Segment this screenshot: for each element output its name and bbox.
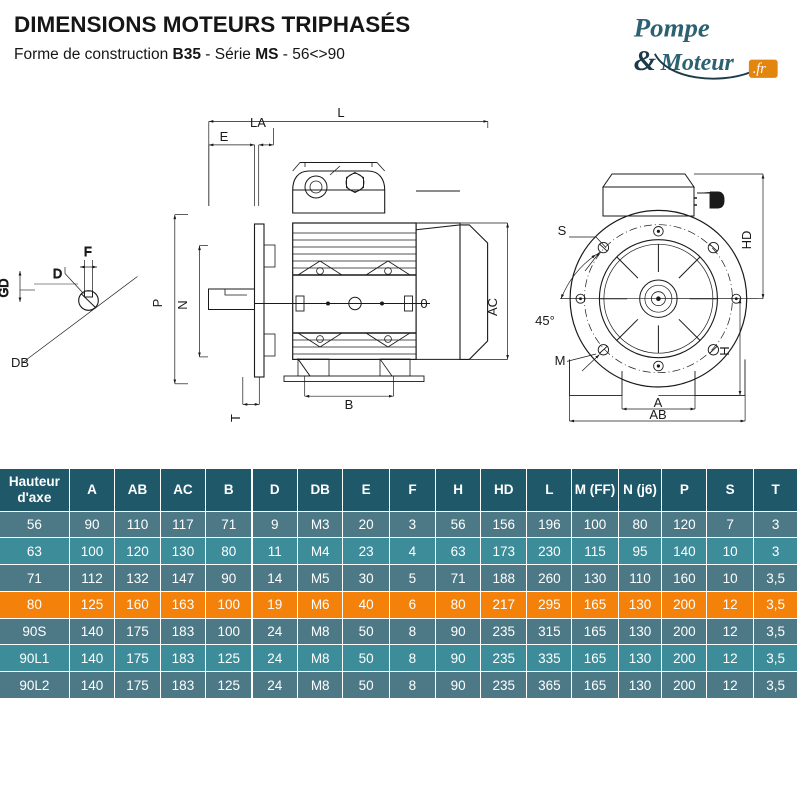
svg-text:45°: 45° — [535, 313, 555, 328]
svg-text:HD: HD — [739, 231, 754, 250]
svg-text:L: L — [337, 105, 344, 120]
svg-text:0: 0 — [420, 296, 427, 311]
svg-text:AB: AB — [649, 407, 666, 422]
svg-text:E: E — [220, 129, 229, 144]
svg-text:Moteur: Moteur — [660, 50, 735, 76]
svg-text:B: B — [345, 397, 354, 412]
svg-text:H: H — [717, 346, 732, 355]
svg-text:P: P — [150, 299, 165, 308]
svg-text:D: D — [53, 267, 62, 281]
svg-text:M: M — [555, 353, 566, 368]
svg-text:N: N — [175, 300, 190, 309]
svg-text:AC: AC — [485, 298, 500, 316]
svg-text:S: S — [558, 223, 567, 238]
svg-text:DB: DB — [11, 355, 29, 370]
svg-text:GD: GD — [0, 279, 11, 298]
svg-text:.fr: .fr — [753, 61, 767, 77]
svg-text:Pompe: Pompe — [633, 13, 710, 43]
svg-text:&: & — [634, 45, 657, 77]
svg-text:T: T — [228, 414, 243, 422]
svg-text:LA: LA — [250, 115, 266, 130]
svg-text:F: F — [84, 245, 92, 259]
